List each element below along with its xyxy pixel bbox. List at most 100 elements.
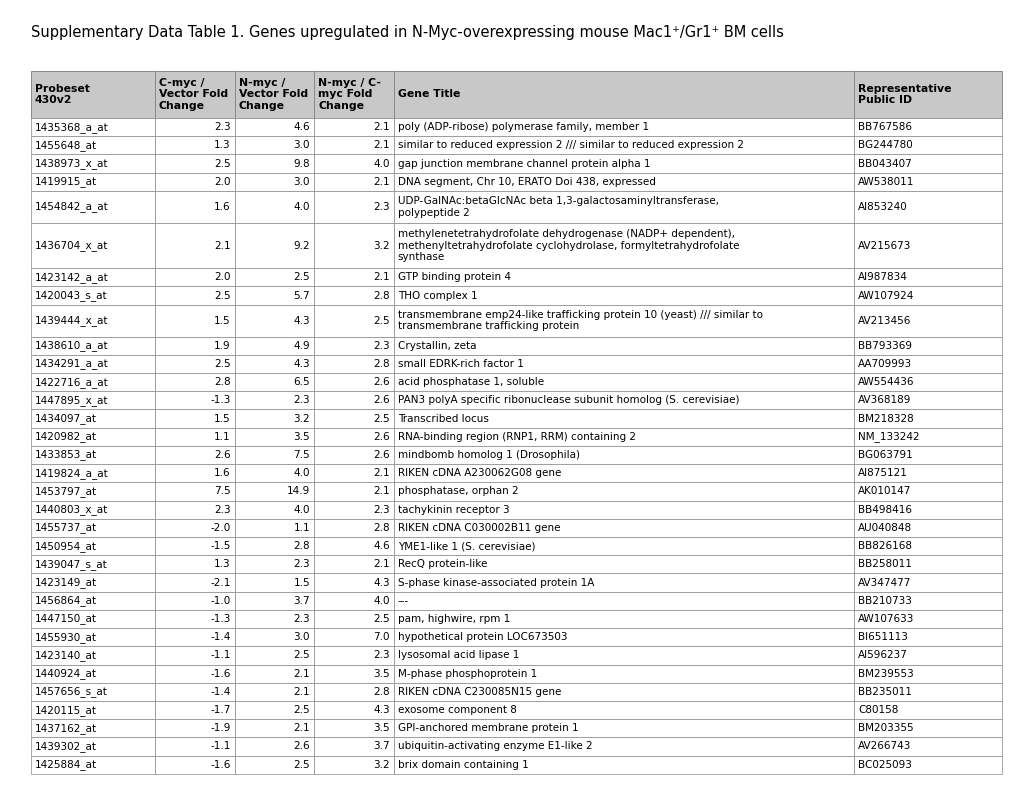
Bar [155, 482, 234, 500]
Text: BB793369: BB793369 [857, 340, 911, 351]
Text: 1447150_at: 1447150_at [35, 614, 97, 624]
Bar [393, 118, 853, 136]
Text: -1.1: -1.1 [210, 650, 230, 660]
Text: AW107924: AW107924 [857, 291, 914, 300]
Bar [314, 519, 393, 537]
Bar [853, 173, 1001, 191]
Text: 1455648_at: 1455648_at [35, 140, 97, 151]
Bar [314, 574, 393, 592]
Text: 1.5: 1.5 [214, 316, 230, 325]
Text: BM218328: BM218328 [857, 414, 913, 423]
Text: 1.1: 1.1 [214, 432, 230, 442]
Bar [314, 336, 393, 355]
Text: C80158: C80158 [857, 705, 898, 715]
Bar [234, 71, 314, 118]
Bar [234, 682, 314, 701]
Text: RIKEN cDNA C030002B11 gene: RIKEN cDNA C030002B11 gene [397, 523, 559, 533]
Text: 1457656_s_at: 1457656_s_at [35, 686, 107, 697]
Bar [393, 191, 853, 223]
Bar [234, 428, 314, 446]
Text: 2.3: 2.3 [293, 614, 310, 624]
Text: 1.6: 1.6 [214, 202, 230, 212]
Bar [155, 223, 234, 268]
Bar [314, 482, 393, 500]
Text: -1.6: -1.6 [210, 668, 230, 678]
Text: -1.3: -1.3 [210, 396, 230, 405]
Bar [393, 71, 853, 118]
Bar [31, 287, 155, 305]
Bar [155, 391, 234, 410]
Text: 4.0: 4.0 [293, 468, 310, 478]
Text: AI875121: AI875121 [857, 468, 907, 478]
Text: small EDRK-rich factor 1: small EDRK-rich factor 1 [397, 359, 523, 369]
Text: 3.2: 3.2 [373, 240, 389, 251]
Bar [853, 268, 1001, 287]
Bar [155, 519, 234, 537]
Bar [155, 646, 234, 664]
Bar [314, 154, 393, 173]
Bar [853, 738, 1001, 756]
Bar [234, 464, 314, 482]
Text: 2.5: 2.5 [373, 614, 389, 624]
Bar [393, 519, 853, 537]
Text: 1440803_x_at: 1440803_x_at [35, 504, 108, 515]
Text: Representative
Public ID: Representative Public ID [857, 84, 951, 106]
Text: 1453797_at: 1453797_at [35, 486, 97, 497]
Bar [155, 173, 234, 191]
Bar [393, 446, 853, 464]
Bar [31, 719, 155, 738]
Text: AI596237: AI596237 [857, 650, 907, 660]
Bar [31, 336, 155, 355]
Bar [234, 646, 314, 664]
Bar [314, 173, 393, 191]
Text: -1.6: -1.6 [210, 760, 230, 770]
Text: 1438610_a_at: 1438610_a_at [35, 340, 108, 351]
Text: AV266743: AV266743 [857, 742, 911, 752]
Bar [31, 373, 155, 391]
Text: 3.5: 3.5 [293, 432, 310, 442]
Bar [234, 355, 314, 373]
Bar [31, 118, 155, 136]
Text: 1447895_x_at: 1447895_x_at [35, 395, 108, 406]
Text: Supplementary Data Table 1. Genes upregulated in N-Myc-overexpressing mouse Mac1: Supplementary Data Table 1. Genes upregu… [31, 25, 783, 40]
Text: 2.8: 2.8 [373, 523, 389, 533]
Bar [853, 287, 1001, 305]
Bar [31, 136, 155, 154]
Bar [31, 428, 155, 446]
Text: AI853240: AI853240 [857, 202, 907, 212]
Bar [853, 305, 1001, 336]
Bar [155, 136, 234, 154]
Text: 2.6: 2.6 [214, 450, 230, 460]
Bar [155, 682, 234, 701]
Bar [393, 268, 853, 287]
Text: -1.4: -1.4 [210, 632, 230, 642]
Bar [234, 574, 314, 592]
Bar [234, 701, 314, 719]
Bar [853, 391, 1001, 410]
Text: 2.5: 2.5 [373, 414, 389, 423]
Text: 2.8: 2.8 [214, 377, 230, 387]
Text: lysosomal acid lipase 1: lysosomal acid lipase 1 [397, 650, 519, 660]
Bar [853, 610, 1001, 628]
Bar [155, 118, 234, 136]
Bar [393, 610, 853, 628]
Bar [853, 136, 1001, 154]
Text: 2.1: 2.1 [373, 468, 389, 478]
Bar [853, 701, 1001, 719]
Text: acid phosphatase 1, soluble: acid phosphatase 1, soluble [397, 377, 543, 387]
Bar [31, 646, 155, 664]
Bar [853, 646, 1001, 664]
Bar [314, 355, 393, 373]
Text: BC025093: BC025093 [857, 760, 911, 770]
Bar [155, 287, 234, 305]
Bar [155, 410, 234, 428]
Bar [393, 628, 853, 646]
Text: 4.9: 4.9 [293, 340, 310, 351]
Text: 2.3: 2.3 [373, 650, 389, 660]
Bar [853, 410, 1001, 428]
Bar [314, 118, 393, 136]
Text: 1423140_at: 1423140_at [35, 650, 97, 661]
Text: Probeset
430v2: Probeset 430v2 [35, 84, 90, 106]
Text: 3.2: 3.2 [373, 760, 389, 770]
Text: 7.5: 7.5 [293, 450, 310, 460]
